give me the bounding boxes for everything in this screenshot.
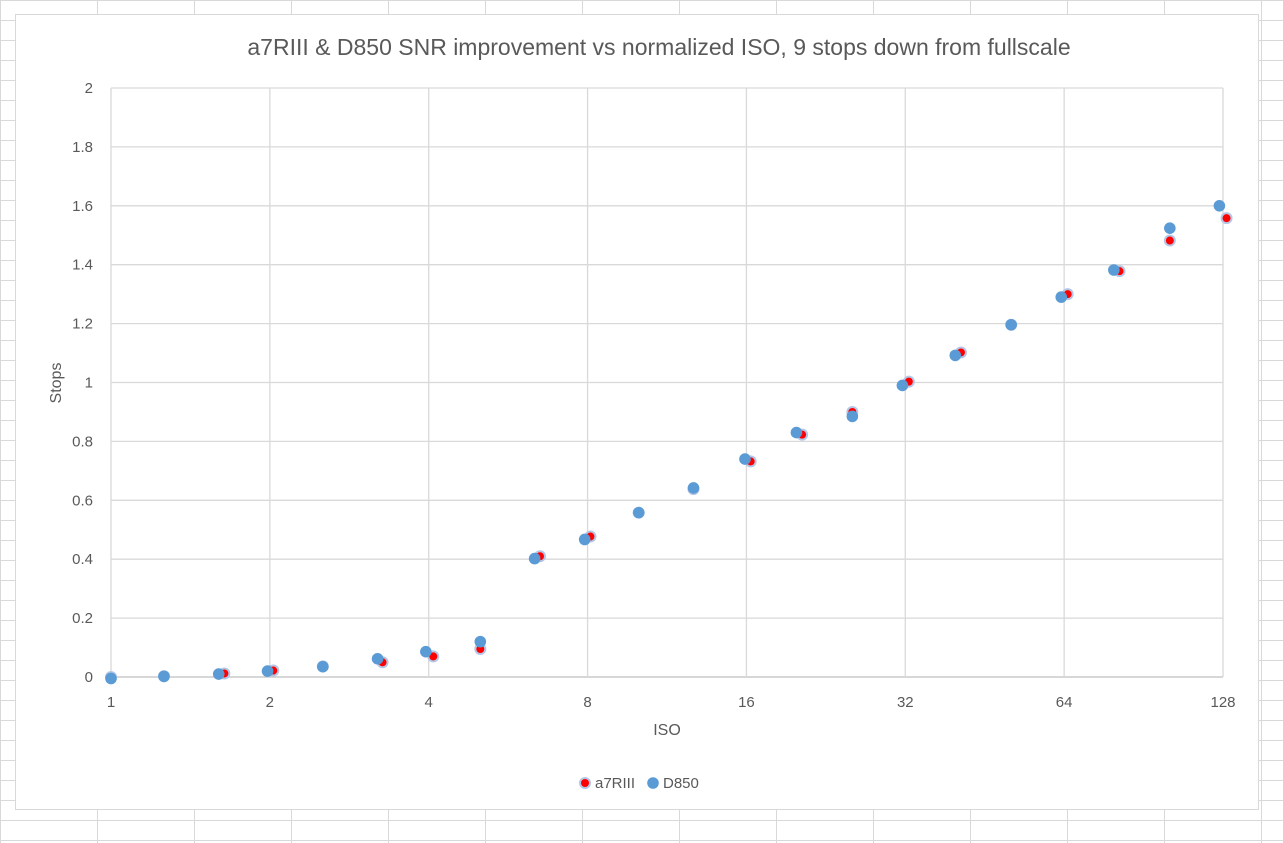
legend-marker-a7riii-center [581,779,589,787]
data-point [371,652,384,665]
data-point [105,672,117,685]
data-point [1222,214,1231,223]
scatter-chart: a7RIII & D850 SNR improvement vs normali… [48,34,1236,792]
series-a7riii [105,212,1233,683]
y-tick-label: 0.4 [72,551,93,568]
x-axis-title: ISO [653,722,681,739]
legend-label-a7riii: a7RIII [595,775,635,792]
y-tick-label: 0.2 [72,610,93,627]
legend: a7RIII D850 [579,775,699,792]
data-point [1005,318,1018,331]
y-tick-label: 1 [85,375,93,392]
data-point [420,645,432,658]
legend-label-d850: D850 [663,775,699,792]
x-tick-label: 4 [425,694,433,711]
x-tick-label: 64 [1056,694,1073,711]
chart-title: a7RIII & D850 SNR improvement vs normali… [247,34,1070,60]
data-point [158,670,170,683]
y-tick-label: 1.8 [72,139,93,156]
data-points [105,200,1233,685]
data-point [578,533,591,546]
x-tick-label: 2 [266,694,274,711]
y-tick-label: 0.8 [72,433,93,450]
data-point [1055,291,1068,303]
data-point [846,410,859,423]
legend-marker-d850 [647,777,659,789]
data-point [1164,222,1176,234]
x-tick-label: 1 [107,694,115,711]
data-point [212,668,225,680]
y-axis-title: Stops [48,363,65,404]
data-point [1108,264,1120,276]
data-point [528,552,541,565]
x-tick-label: 32 [897,694,914,711]
data-point [474,635,487,648]
data-point [687,482,700,494]
x-tick-label: 128 [1210,694,1235,711]
data-point [949,349,962,362]
grid-lines [110,87,1224,678]
y-tick-label: 2 [85,80,93,97]
series-d850 [105,200,1226,685]
data-point [632,506,645,519]
data-point [1165,236,1174,245]
data-point [790,426,803,439]
data-point [739,453,751,465]
chart-area: a7RIII & D850 SNR improvement vs normali… [15,14,1259,810]
y-tick-label: 1.2 [72,316,93,333]
x-axis-ticks: 1 2 4 8 16 32 64 128 [107,694,1236,711]
y-tick-label: 0 [85,669,93,686]
y-tick-label: 0.6 [72,492,93,509]
x-tick-label: 8 [583,694,591,711]
data-point [429,652,438,661]
x-tick-label: 16 [738,694,755,711]
data-point [317,660,329,673]
y-axis-ticks: 0 0.2 0.4 0.6 0.8 1 1.2 1.4 1.6 1.8 2 [72,80,93,686]
data-point [261,665,274,677]
data-point [896,379,909,392]
data-point [1213,200,1226,212]
y-tick-label: 1.6 [72,198,93,215]
y-tick-label: 1.4 [72,257,93,274]
